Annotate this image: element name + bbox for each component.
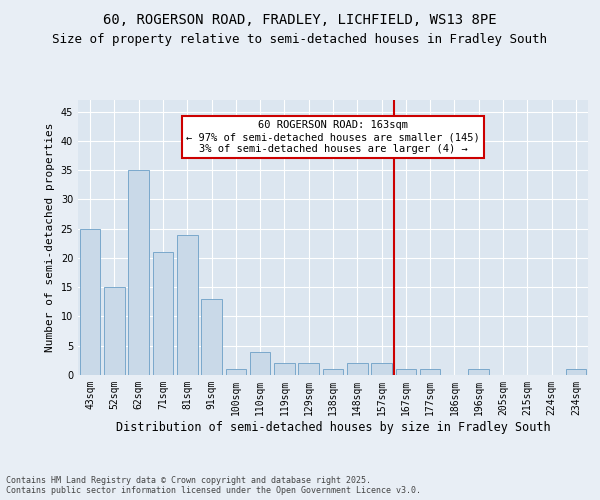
Bar (226, 369, 246, 375)
Bar (201, 299, 222, 375)
Bar (152, 252, 173, 375)
Bar (128, 170, 149, 375)
Bar (104, 287, 125, 375)
X-axis label: Distribution of semi-detached houses by size in Fradley South: Distribution of semi-detached houses by … (116, 420, 550, 434)
Text: Size of property relative to semi-detached houses in Fradley South: Size of property relative to semi-detach… (53, 32, 548, 46)
Bar (347, 364, 368, 375)
Bar (177, 234, 197, 375)
Text: Contains HM Land Registry data © Crown copyright and database right 2025.
Contai: Contains HM Land Registry data © Crown c… (6, 476, 421, 495)
Bar (469, 369, 489, 375)
Bar (371, 364, 392, 375)
Bar (395, 369, 416, 375)
Bar (250, 352, 271, 375)
Y-axis label: Number of semi-detached properties: Number of semi-detached properties (45, 122, 55, 352)
Text: 60 ROGERSON ROAD: 163sqm
← 97% of semi-detached houses are smaller (145)
3% of s: 60 ROGERSON ROAD: 163sqm ← 97% of semi-d… (186, 120, 480, 154)
Bar (274, 364, 295, 375)
Text: 60, ROGERSON ROAD, FRADLEY, LICHFIELD, WS13 8PE: 60, ROGERSON ROAD, FRADLEY, LICHFIELD, W… (103, 12, 497, 26)
Bar (298, 364, 319, 375)
Bar (80, 228, 100, 375)
Bar (323, 369, 343, 375)
Bar (566, 369, 586, 375)
Bar (420, 369, 440, 375)
